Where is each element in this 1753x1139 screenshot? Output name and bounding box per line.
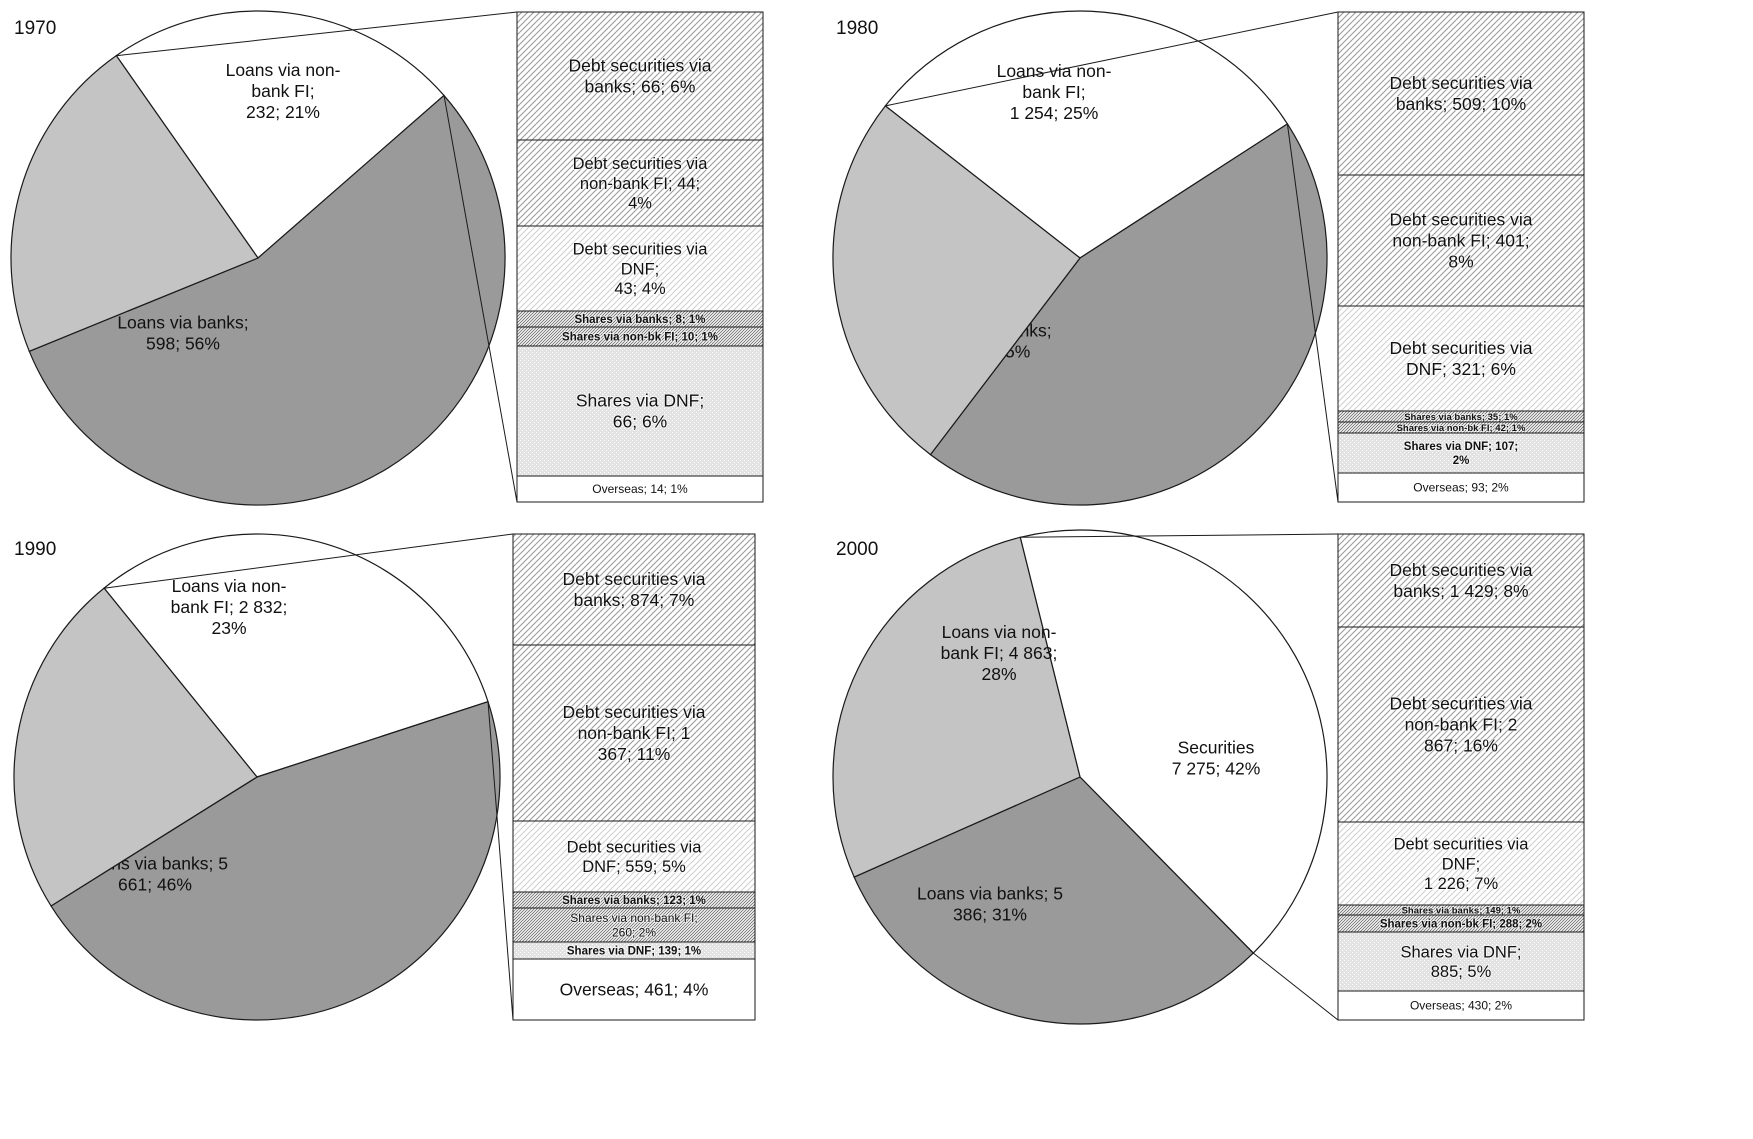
chart-title: 1970 [14, 18, 56, 39]
bar-label-shares-via-dnf: Shares via DNF; 139; 1% [567, 946, 701, 958]
pie-slice-loans-via-banks [853, 776, 1255, 1025]
bar-label-shares-via-dnf: Shares via DNF; 885; 5% [1400, 943, 1521, 981]
bar-label-shares-via-non-bank-fi: Shares via non-bk FI; 288; 2% [1380, 919, 1542, 931]
bar-label-debt-securities-via-non-bank-fi: Debt securities via non-bank FI; 2 867; 16… [1390, 694, 1533, 756]
chart-title: 2000 [836, 539, 878, 560]
bar-segment-shares-via-dnf [1337, 931, 1585, 992]
bar-label-debt-securities-via-banks: Debt securities via banks; 1 429; 8% [1390, 560, 1533, 601]
pie-label-loans-via-banks: Loans via banks; 598; 56% [117, 313, 248, 354]
bar-label-overseas: Overseas; 430; 2% [1410, 999, 1512, 1013]
bar-label-debt-securities-via-banks: Debt securities via banks; 66; 6% [569, 56, 712, 97]
chart-title: 1990 [14, 539, 56, 560]
pie-slice-loans-via-banks [50, 700, 501, 1021]
bar-segment-overseas [1337, 990, 1585, 1021]
pie-slice-loans-via-banks [929, 123, 1328, 506]
bar-segment-debt-securities-via-dnf [516, 225, 764, 312]
bar-label-shares-via-non-bank-fi: Shares via non-bank FI; 260; 2% [570, 911, 697, 939]
pie-slice-securities [103, 533, 489, 778]
pie-label-loans-via-non-bank-fi: Loans via non-bank FI; 2 832; 23% [171, 576, 288, 638]
pie-slice-loans-via-non-bank-fi [13, 587, 258, 907]
bar-label-overseas: Overseas; 14; 1% [592, 482, 688, 496]
chart-panel-2000: 2000 Securities 7 275; 42% Loans via banks;… [832, 529, 1585, 1025]
bar-label-shares-via-non-bank-fi: Shares via non-bk FI; 10; 1% [562, 332, 718, 344]
bar-label-debt-securities-via-non-bank-fi: Debt securities via non-bank FI; 44; 4% [573, 155, 709, 213]
bar-segment-shares-via-dnf [516, 345, 764, 477]
connector-line-top [885, 11, 1339, 107]
pie-label-loans-via-banks: Loans via banks; 5 386; 31% [917, 884, 1063, 925]
pie-label-loans-via-non-bank-fi: Loans via non-bank FI;1 254; 25% [997, 61, 1112, 123]
bar-segment-debt-securities-via-dnf [512, 820, 756, 893]
bar-label-debt-securities-via-banks: Debt securities via banks; 874; 7% [563, 569, 706, 610]
bar-label-debt-securities-via-dnf: Debt securities via DNF; 43; 4% [573, 241, 709, 299]
pie-slice-loans-via-non-bank-fi [832, 536, 1081, 878]
bar-label-shares-via-non-bank-fi: Shares via non-bk FI; 42; 1% [1397, 423, 1526, 434]
bar-label-debt-securities-via-dnf: Debt securities via DNF; 1 226; 7% [1394, 836, 1530, 894]
pie-label-securities: Securities 7 275; 42% [1172, 738, 1261, 779]
bar-segment-debt-securities-via-banks [1337, 11, 1585, 176]
connector-line-bottom [443, 95, 518, 503]
pie-label-loans-via-non-bank-fi: Loans via non-bank FI; 4 863; 28% [941, 622, 1058, 684]
connector-line-bottom [1286, 123, 1339, 503]
bar-segment-debt-securities-via-dnf [1337, 305, 1585, 412]
bar-segment-shares-via-dnf [1337, 432, 1585, 474]
bar-label-debt-securities-via-banks: Debt securities via banks; 509; 10% [1390, 73, 1533, 114]
bar-label-shares-via-dnf: Shares via DNF; 66; 6% [576, 391, 704, 432]
chart-panel-1980: 19801 508; 30%Loans via banks;2 213; 45%… [832, 10, 1585, 506]
connector-line-top [104, 533, 514, 589]
bar-segment-debt-securities-via-banks [512, 533, 756, 646]
chart-title: 1980 [836, 18, 878, 39]
connector-line-top [116, 11, 518, 57]
pie-label-loans-via-non-bank-fi: Loans via non-bank FI; 232; 21% [226, 60, 341, 122]
bar-segment-debt-securities-via-non-bank-fi [512, 644, 756, 822]
bar-segment-debt-securities-via-non-bank-fi [1337, 174, 1585, 307]
pie-slice-securities [884, 10, 1289, 259]
pie-slice-securities [1019, 529, 1328, 954]
connector-line-top [1020, 533, 1339, 538]
pie-slice-loans-via-non-bank-fi [832, 105, 1081, 456]
pie-slice-loans-via-non-bank-fi [10, 54, 259, 353]
bar-label-overseas: Overseas; 461; 4% [560, 980, 709, 1000]
bar-segment-debt-securities-via-non-bank-fi [1337, 626, 1585, 823]
bar-label-debt-securities-via-dnf: Debt securities via DNF; 321; 6% [1390, 338, 1533, 379]
pie-slice-securities [115, 10, 445, 259]
bar-segment-debt-securities-via-banks [1337, 533, 1585, 628]
bar-label-debt-securities-via-dnf: Debt securities via DNF; 559; 5% [567, 838, 703, 876]
bar-label-shares-via-banks: Shares via banks; 8; 1% [574, 314, 705, 326]
bar-segment-overseas [512, 958, 756, 1021]
bar-segment-overseas [1337, 472, 1585, 503]
bar-label-debt-securities-via-non-bank-fi: Debt securities via non-bank FI; 401; 8% [1390, 210, 1533, 272]
chart-panel-1970: 1970252; 23%Loans via banks;598; 56%Loan… [10, 10, 764, 506]
bar-segment-overseas [516, 475, 764, 503]
bar-segment-debt-securities-via-dnf [1337, 821, 1585, 906]
bar-segment-debt-securities-via-non-bank-fi [516, 139, 764, 227]
bar-label-shares-via-banks: Shares via banks; 149; 1% [1402, 905, 1521, 916]
bar-label-shares-via-banks: Shares via banks; 123; 1% [562, 895, 706, 907]
bar-label-overseas: Overseas; 93; 2% [1413, 481, 1509, 495]
connector-line-bottom [1252, 952, 1339, 1021]
bar-label-shares-via-banks: Shares via banks; 35; 1% [1404, 412, 1518, 423]
bar-label-shares-via-dnf: Shares via DNF; 107; 2% [1404, 441, 1518, 467]
pie-slice-loans-via-banks [28, 94, 506, 506]
connector-line-bottom [487, 701, 514, 1021]
bar-segment-shares-via-non-bank-fi [512, 907, 756, 943]
bar-label-debt-securities-via-non-bank-fi: Debt securities via non-bank FI; 1 367; 11… [563, 702, 706, 764]
